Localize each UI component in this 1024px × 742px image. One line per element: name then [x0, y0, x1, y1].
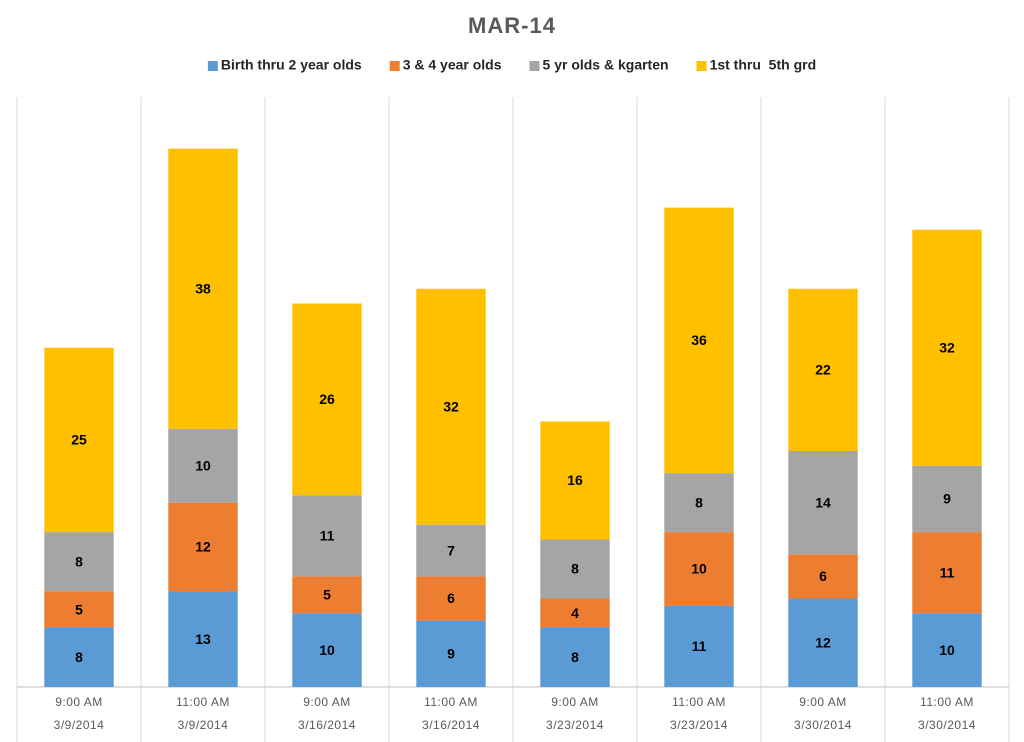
- bar-segment: [788, 288, 858, 451]
- data-label: 14: [815, 494, 831, 510]
- data-label: 11: [692, 638, 707, 654]
- data-label: 38: [195, 280, 211, 296]
- x-group-label: 3/23/2014: [670, 718, 728, 732]
- data-label: 9: [447, 646, 455, 662]
- x-tick-label: 11:00 AM: [672, 695, 726, 709]
- bar-segment: [912, 613, 982, 687]
- data-label: 10: [195, 457, 211, 473]
- bar-segment: [44, 591, 114, 628]
- bar-segment: [540, 598, 610, 628]
- x-group-label: 3/30/2014: [918, 718, 976, 732]
- data-label: 8: [571, 561, 579, 577]
- bar-segment: [664, 207, 734, 474]
- data-label: 12: [815, 634, 831, 650]
- data-label: 32: [443, 398, 459, 414]
- data-label: 32: [939, 339, 955, 355]
- legend-label: 5 yr olds & kgarten: [543, 57, 669, 73]
- x-group-label: 3/16/2014: [422, 718, 480, 732]
- bar-segment: [664, 605, 734, 687]
- data-label: 4: [571, 605, 579, 621]
- bar-segment: [292, 613, 362, 687]
- bar-segment: [788, 451, 858, 555]
- bar-segment: [292, 576, 362, 614]
- data-label: 8: [75, 553, 83, 569]
- data-label: 11: [320, 528, 335, 544]
- x-tick-label: 11:00 AM: [424, 695, 478, 709]
- data-label: 25: [71, 432, 87, 448]
- x-tick-label: 9:00 AM: [799, 695, 847, 709]
- data-label: 8: [695, 494, 703, 510]
- bar-segment: [664, 532, 734, 606]
- bar-segment: [168, 428, 238, 503]
- legend-swatch: [696, 61, 707, 71]
- data-label: 5: [323, 587, 331, 603]
- data-label: 11: [940, 564, 955, 580]
- x-tick-label: 9:00 AM: [303, 695, 351, 709]
- x-group-label: 3/9/2014: [54, 718, 105, 732]
- legend-label: 1st thru 5th grd: [710, 57, 817, 73]
- x-group-label: 3/9/2014: [178, 718, 229, 732]
- data-label: 9: [943, 491, 951, 507]
- x-tick-label: 11:00 AM: [920, 695, 974, 709]
- bar-segment: [912, 465, 982, 533]
- bar-segment: [416, 620, 486, 687]
- data-label: 10: [691, 561, 707, 577]
- bar-segment: [44, 347, 114, 533]
- bar-segment: [168, 502, 238, 592]
- bar-segment: [168, 148, 238, 429]
- data-label: 26: [319, 391, 335, 407]
- data-label: 16: [567, 472, 583, 488]
- chart-title: MAR-14: [468, 13, 556, 38]
- legend-label: 3 & 4 year olds: [403, 57, 502, 73]
- x-group-label: 3/23/2014: [546, 718, 604, 732]
- bar-segment: [912, 229, 982, 466]
- bar-segment: [788, 554, 858, 599]
- x-group-label: 3/16/2014: [298, 718, 356, 732]
- data-label: 6: [819, 568, 827, 584]
- bar-segment: [416, 288, 486, 525]
- bar-segment: [540, 539, 610, 599]
- data-label: 10: [939, 642, 955, 658]
- data-label: 22: [815, 362, 831, 378]
- data-label: 10: [319, 642, 335, 658]
- bar-segment: [416, 524, 486, 577]
- legend-swatch: [529, 61, 540, 71]
- legend-label: Birth thru 2 year olds: [221, 57, 362, 73]
- legend-swatch: [207, 61, 218, 71]
- data-label: 7: [447, 542, 455, 558]
- data-label: 6: [447, 590, 455, 606]
- x-group-label: 3/30/2014: [794, 718, 852, 732]
- data-label: 8: [571, 649, 579, 665]
- bar-segment: [44, 628, 114, 687]
- bar-segment: [540, 421, 610, 540]
- bar-segment: [540, 628, 610, 687]
- x-tick-label: 9:00 AM: [55, 695, 103, 709]
- x-tick-label: 9:00 AM: [551, 695, 599, 709]
- data-label: 12: [195, 539, 211, 555]
- bar-segment: [168, 591, 238, 687]
- data-label: 13: [195, 631, 211, 647]
- bar-segment: [416, 576, 486, 621]
- bar-segment: [788, 598, 858, 687]
- data-label: 8: [75, 649, 83, 665]
- legend-swatch: [389, 61, 400, 71]
- bar-segment: [664, 473, 734, 533]
- x-tick-label: 11:00 AM: [176, 695, 230, 709]
- data-label: 5: [75, 601, 83, 617]
- bar-segment: [292, 303, 362, 496]
- bar-segment: [44, 532, 114, 592]
- bar-segment: [912, 532, 982, 614]
- data-label: 36: [691, 332, 707, 348]
- bar-segment: [292, 495, 362, 577]
